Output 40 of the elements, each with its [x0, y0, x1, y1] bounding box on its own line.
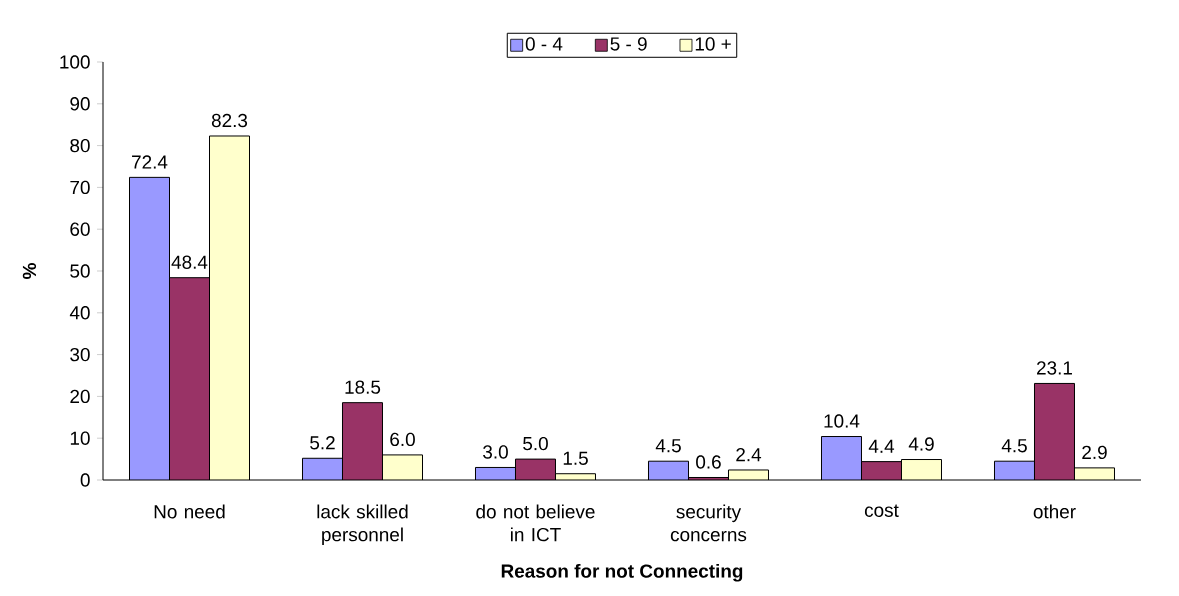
x-tick-label: cost: [864, 504, 899, 517]
legend-label: 0 - 4: [525, 37, 563, 51]
data-label: 5.0: [523, 436, 548, 451]
data-label: 3.0: [483, 445, 508, 459]
y-tick-label: 80: [70, 138, 90, 153]
x-tick-label: other: [1033, 504, 1076, 519]
data-label: 1.5: [563, 451, 588, 465]
y-tick-label: 30: [70, 347, 90, 362]
legend-label: 5 - 9: [610, 37, 647, 51]
data-label: 72.4: [132, 155, 168, 169]
y-tick-label: 100: [60, 55, 90, 69]
data-label: 10.4: [824, 414, 860, 428]
y-tick-label: 0: [80, 473, 90, 487]
y-tick-label: 70: [70, 180, 90, 195]
data-label: 0.6: [696, 455, 721, 469]
data-label: 48.4: [171, 255, 208, 269]
x-tick-label: do not believe in ICT: [476, 504, 595, 542]
x-tick-label: lack skilled personnel: [317, 504, 408, 546]
y-axis-title: %: [22, 263, 37, 279]
data-label: 4.5: [1001, 439, 1027, 453]
data-label: 2.4: [736, 447, 762, 462]
data-label: 6.0: [390, 432, 415, 447]
y-tick-label: 40: [69, 306, 90, 320]
x-axis-title: Reason for not Connecting: [501, 563, 743, 582]
y-tick-label: 60: [70, 222, 90, 236]
data-label: 18.5: [345, 380, 381, 394]
y-tick-label: 20: [70, 389, 90, 404]
data-label: 5.2: [310, 436, 335, 450]
data-label: 23.1: [1037, 361, 1072, 375]
data-label: 4.4: [868, 439, 895, 453]
data-label: 82.3: [211, 113, 248, 128]
x-tick-label: security concerns: [670, 504, 747, 542]
y-tick-label: 50: [70, 264, 90, 278]
y-tick-label: 90: [70, 97, 90, 111]
data-label: 4.5: [655, 439, 681, 453]
x-tick-label: No need: [154, 504, 225, 519]
legend-label: 10 +: [695, 37, 731, 51]
data-label: 2.9: [1082, 445, 1107, 460]
y-tick-label: 10: [70, 431, 90, 445]
data-label: 4.9: [908, 437, 934, 451]
